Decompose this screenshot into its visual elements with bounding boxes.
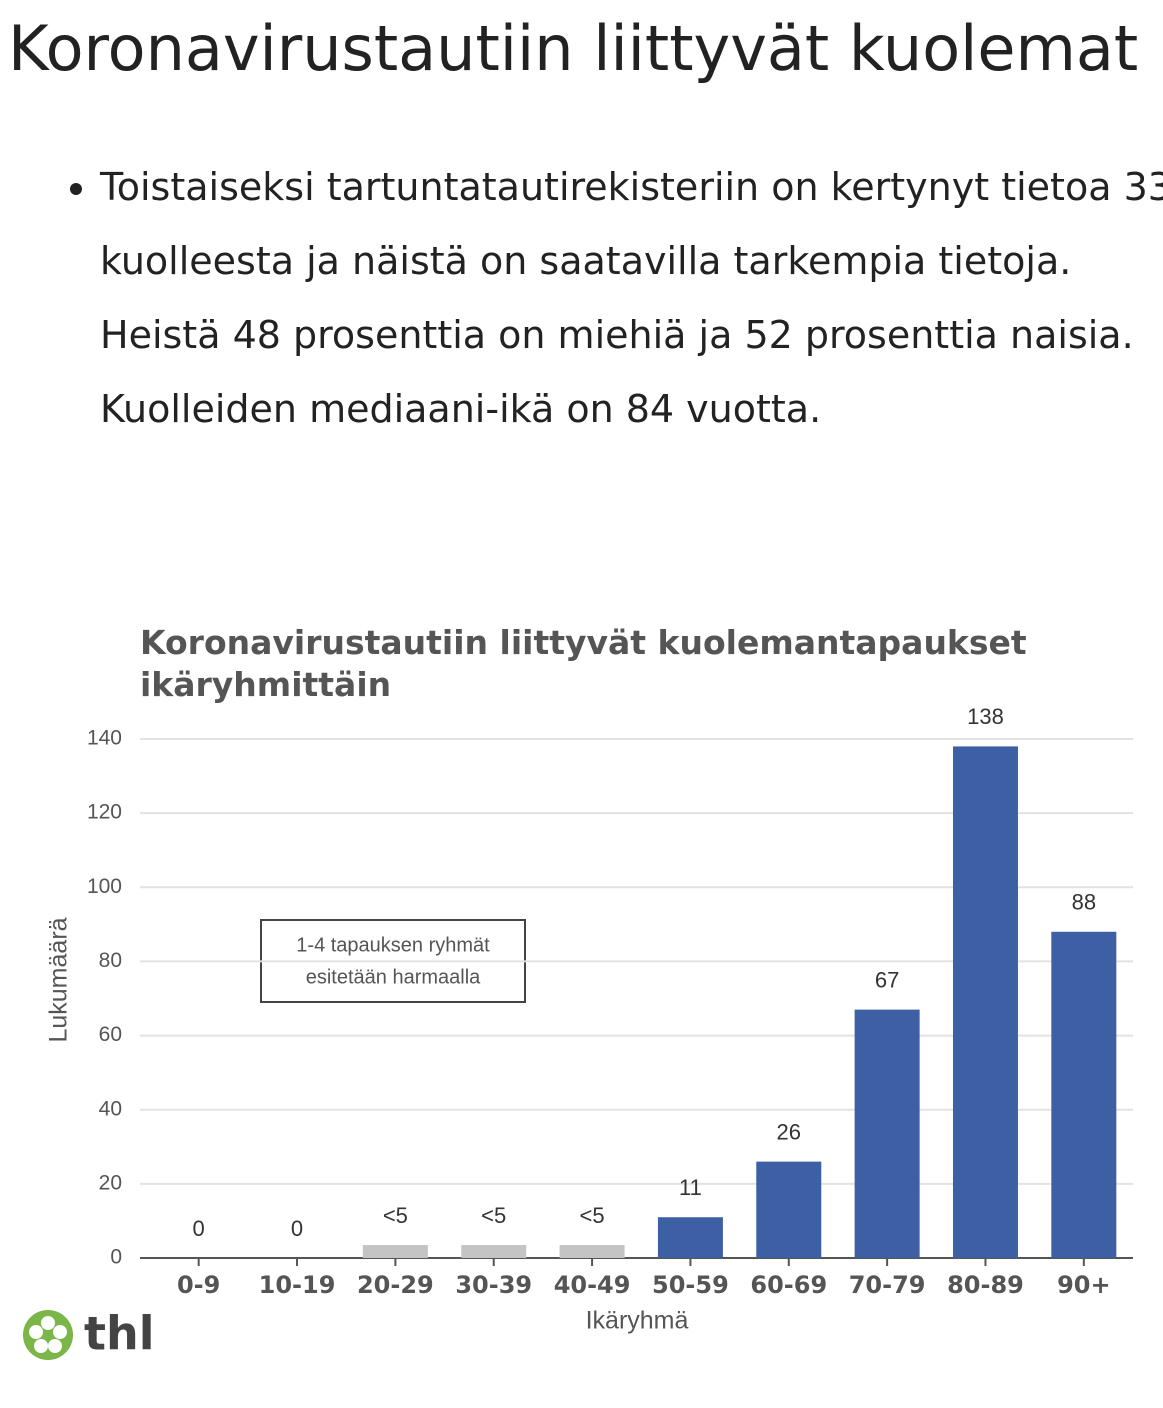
data-label: <5 [383,1203,408,1228]
y-tick-label: 100 [87,875,122,898]
bar [461,1245,527,1258]
bullet-text: Toistaiseksi tartuntatautirekisteriin on… [100,150,1163,446]
annotation: esitetään harmaalla [306,966,481,988]
bar [362,1245,428,1258]
bar [559,1245,625,1258]
bar [756,1161,822,1258]
y-tick-label: 60 [99,1023,122,1046]
data-label: 0 [193,1216,205,1241]
bar [1051,931,1117,1258]
data-label: 0 [291,1216,303,1241]
x-tick-label: 70-79 [849,1271,926,1299]
logo: thl [23,1307,155,1361]
logo-icon [34,1339,48,1353]
data-label: 67 [875,967,899,992]
y-tick-label: 40 [99,1097,122,1120]
x-tick-label: 90+ [1057,1271,1111,1299]
logo-icon [41,1316,55,1330]
data-label: 138 [967,704,1004,729]
data-label: 11 [679,1175,702,1200]
y-tick-label: 140 [87,727,122,750]
bar [854,1009,920,1258]
x-axis-label: Ikäryhmä [586,1307,689,1335]
bullet-list: Toistaiseksi tartuntatautirekisteriin on… [52,150,1163,446]
chart-title: Koronavirustautiin liittyvät kuolemantap… [140,623,1027,704]
data-label: 26 [777,1119,801,1144]
logo-text: thl [84,1307,155,1361]
y-tick-label: 80 [99,949,122,972]
data-label: 88 [1072,890,1096,915]
x-tick-label: 40-49 [554,1271,631,1299]
bar [952,746,1018,1258]
x-tick-label: 50-59 [652,1271,729,1299]
x-tick-label: 80-89 [947,1271,1024,1299]
y-tick-label: 20 [99,1171,122,1194]
y-tick-label: 0 [110,1246,122,1269]
logo-icon [53,1325,67,1339]
x-tick-label: 30-39 [455,1271,532,1299]
x-tick-label: 10-19 [259,1271,336,1299]
data-label: <5 [481,1203,506,1228]
x-tick-label: 60-69 [750,1271,827,1299]
x-tick-label: 20-29 [357,1271,434,1299]
y-tick-label: 120 [87,801,122,824]
bar [657,1217,723,1258]
data-label: <5 [580,1203,605,1228]
logo-icon [48,1339,62,1353]
y-axis-label: Lukumäärä [45,917,73,1042]
annotation: 1-4 tapauksen ryhmät [296,934,490,956]
x-tick-label: 0-9 [177,1271,220,1299]
page-title: Koronavirustautiin liittyvät kuolemat [8,12,1139,85]
logo-icon [29,1325,43,1339]
